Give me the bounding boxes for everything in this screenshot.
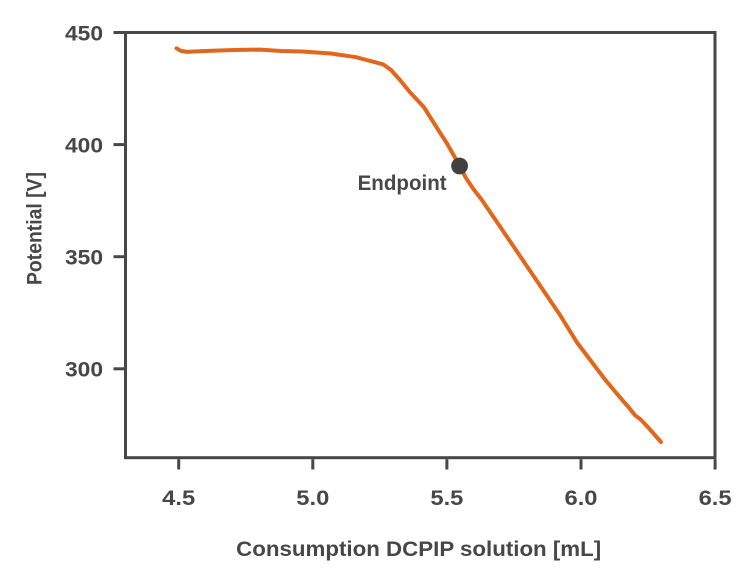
svg-text:6.0: 6.0: [565, 487, 598, 510]
svg-text:5.0: 5.0: [296, 487, 329, 510]
svg-text:Potential [V]: Potential [V]: [23, 172, 46, 285]
svg-text:400: 400: [65, 135, 103, 158]
svg-text:6.5: 6.5: [699, 487, 732, 510]
svg-text:Consumption DCPIP solution [mL: Consumption DCPIP solution [mL]: [236, 538, 601, 561]
svg-text:300: 300: [65, 359, 103, 382]
svg-text:4.5: 4.5: [162, 487, 195, 510]
svg-text:Endpoint: Endpoint: [358, 172, 447, 195]
svg-text:5.5: 5.5: [430, 487, 463, 510]
svg-text:450: 450: [65, 22, 103, 45]
svg-text:350: 350: [65, 247, 103, 270]
